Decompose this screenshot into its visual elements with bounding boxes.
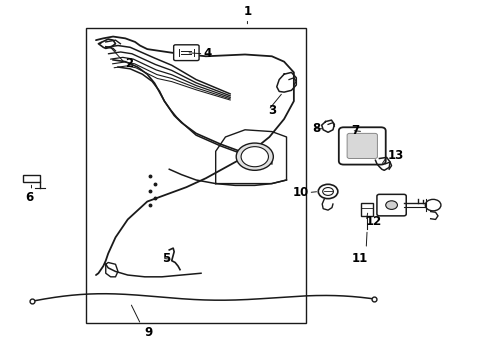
Circle shape <box>386 201 397 210</box>
FancyBboxPatch shape <box>173 45 199 60</box>
Text: 7: 7 <box>351 124 360 137</box>
Text: 8: 8 <box>313 122 320 135</box>
Circle shape <box>323 188 333 195</box>
FancyBboxPatch shape <box>347 134 377 158</box>
Circle shape <box>241 147 269 167</box>
Text: 6: 6 <box>25 192 33 204</box>
Text: 11: 11 <box>352 252 368 265</box>
Text: 4: 4 <box>203 47 212 60</box>
Bar <box>361 203 373 216</box>
Circle shape <box>425 199 441 211</box>
FancyBboxPatch shape <box>377 194 406 216</box>
Text: 9: 9 <box>144 326 152 339</box>
Bar <box>23 175 40 182</box>
Text: 1: 1 <box>244 5 251 18</box>
Bar <box>86 28 306 323</box>
Text: 5: 5 <box>162 252 170 265</box>
Text: 10: 10 <box>292 186 309 199</box>
Circle shape <box>236 143 273 170</box>
Text: 3: 3 <box>269 104 276 117</box>
Text: 13: 13 <box>388 149 404 162</box>
Text: 12: 12 <box>366 215 382 228</box>
FancyBboxPatch shape <box>339 127 386 165</box>
Text: 2: 2 <box>125 57 133 70</box>
Circle shape <box>318 184 338 199</box>
